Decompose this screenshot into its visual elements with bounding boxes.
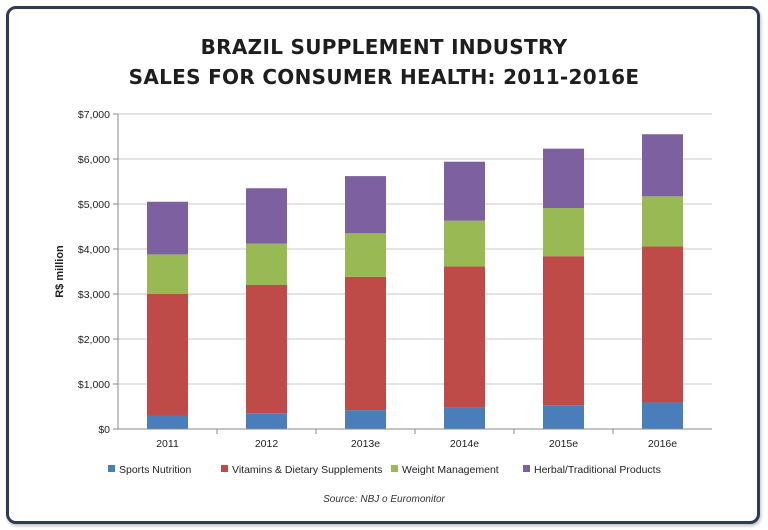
bar-segment-weight-management-2014e bbox=[444, 220, 485, 267]
bar-segment-weight-management-2011 bbox=[147, 254, 188, 294]
bar-segment-weight-management-2015e bbox=[543, 208, 584, 257]
bar-segment-herbal-traditional-products-2014e bbox=[444, 161, 485, 221]
bar-segment-vitamins-dietary-supplements-2014e bbox=[444, 266, 485, 408]
gridlines bbox=[118, 113, 712, 385]
x-tick-label: 2014e bbox=[450, 438, 479, 450]
x-tick-label: 2016e bbox=[648, 438, 677, 450]
legend-label: Herbal/Traditional Products bbox=[534, 464, 661, 476]
x-tick-label: 2013e bbox=[351, 438, 380, 450]
bars bbox=[147, 134, 683, 429]
bar-segment-sports-nutrition-2014e bbox=[444, 407, 485, 429]
y-tick-label: $1,000 bbox=[78, 379, 110, 391]
bar-segment-vitamins-dietary-supplements-2016e bbox=[642, 246, 683, 403]
bar-segment-vitamins-dietary-supplements-2013e bbox=[345, 276, 386, 411]
legend-swatch bbox=[221, 465, 228, 472]
y-tick-label: $5,000 bbox=[78, 199, 110, 211]
bar-segment-vitamins-dietary-supplements-2012 bbox=[246, 285, 287, 414]
y-axis-ticks: $0 $1,000 $2,000 $3,000 $4,000 $5,000 $6,000 $7… bbox=[78, 109, 118, 436]
y-tick-label: $7,000 bbox=[78, 109, 110, 121]
bar-segment-herbal-traditional-products-2015e bbox=[543, 148, 584, 209]
legend-swatch bbox=[523, 465, 530, 472]
legend-swatch bbox=[391, 465, 398, 472]
bar-segment-herbal-traditional-products-2016e bbox=[642, 134, 683, 197]
legend-label: Vitamins & Dietary Supplements bbox=[232, 464, 382, 476]
bar-segment-weight-management-2016e bbox=[642, 196, 683, 247]
source-note: Source: NBJ o Euromonitor bbox=[323, 494, 445, 505]
chart-title-line1: BRAZIL SUPPLEMENT INDUSTRY bbox=[200, 35, 568, 59]
bar-segment-sports-nutrition-2016e bbox=[642, 402, 683, 429]
bar-segment-sports-nutrition-2013e bbox=[345, 410, 386, 429]
bar-segment-weight-management-2013e bbox=[345, 233, 386, 277]
x-axis-ticks: 2011 2012 2013e 2014e 2015e 2016e bbox=[156, 429, 677, 450]
bar-segment-sports-nutrition-2015e bbox=[543, 405, 584, 429]
bar-segment-vitamins-dietary-supplements-2011 bbox=[147, 294, 188, 416]
x-tick-label: 2012 bbox=[255, 438, 279, 450]
bar-segment-weight-management-2012 bbox=[246, 243, 287, 285]
chart-title-line2: SALES FOR CONSUMER HEALTH: 2011-2016E bbox=[128, 65, 640, 89]
legend-swatch bbox=[108, 465, 115, 472]
bar-segment-sports-nutrition-2012 bbox=[246, 413, 287, 429]
y-axis-label: R$ million bbox=[54, 245, 66, 298]
bar-segment-herbal-traditional-products-2013e bbox=[345, 176, 386, 234]
bar-segment-herbal-traditional-products-2011 bbox=[147, 201, 188, 255]
legend-label: Weight Management bbox=[402, 464, 499, 476]
y-tick-label: $0 bbox=[98, 424, 110, 436]
y-tick-label: $2,000 bbox=[78, 334, 110, 346]
y-tick-label: $4,000 bbox=[78, 244, 110, 256]
x-tick-label: 2011 bbox=[156, 438, 179, 450]
bar-segment-vitamins-dietary-supplements-2015e bbox=[543, 256, 584, 406]
bar-segment-herbal-traditional-products-2012 bbox=[246, 188, 287, 244]
legend-label: Sports Nutrition bbox=[119, 464, 192, 476]
y-tick-label: $3,000 bbox=[78, 289, 110, 301]
legend: Sports Nutrition Vitamins & Dietary Suppl… bbox=[108, 464, 661, 476]
x-tick-label: 2015e bbox=[549, 438, 578, 450]
bar-segment-sports-nutrition-2011 bbox=[147, 415, 188, 429]
y-tick-label: $6,000 bbox=[78, 154, 110, 166]
